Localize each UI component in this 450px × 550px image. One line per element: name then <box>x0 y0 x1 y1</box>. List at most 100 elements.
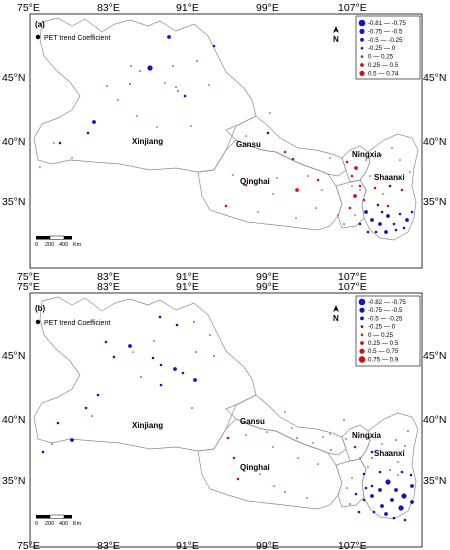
station-marker <box>296 437 298 439</box>
lon-label-top: 83°E <box>97 281 120 293</box>
station-marker <box>284 411 286 413</box>
station-marker <box>317 463 319 465</box>
lon-label-bottom: 75°E <box>17 271 40 283</box>
station-marker <box>392 516 396 520</box>
station-marker <box>399 159 401 161</box>
legend-entries: -0.82 — -0.75-0.75 — -0.5-0.5 — -0.25 -0.… <box>358 298 406 363</box>
station-marker <box>380 210 384 214</box>
svg-text:Km: Km <box>73 521 82 527</box>
station-marker <box>409 473 413 477</box>
legend-label: -0.25 — 0 <box>368 45 396 52</box>
station-marker <box>329 433 331 435</box>
scale-bar: 0 200 400 Km <box>35 235 82 248</box>
legend-symbol <box>360 63 364 67</box>
station-marker <box>175 323 179 327</box>
station-marker <box>322 436 324 438</box>
lon-label-top: 99°E <box>256 2 279 14</box>
station-marker <box>394 228 398 232</box>
station-marker <box>390 498 394 502</box>
station-marker <box>266 131 270 135</box>
station-marker <box>208 84 210 86</box>
province-label-gansu: Gansu <box>240 417 265 426</box>
station-marker <box>407 430 409 432</box>
lat-label-left: 45°N <box>2 350 25 362</box>
legend-label: -0.5 — -0.25 <box>368 315 403 322</box>
station-marker <box>156 126 158 128</box>
lat-label-right: 35°N <box>423 196 446 208</box>
legend-label: -0.75 — -0.5 <box>368 307 403 314</box>
station-marker <box>167 35 171 39</box>
scale-bar: 0 200 400 Km <box>35 514 82 527</box>
station-marker <box>273 485 275 487</box>
legend-label: 0 — 0.25 <box>368 54 394 61</box>
svg-text:400: 400 <box>59 242 68 248</box>
province-label-qinghai: Qinghai <box>240 463 270 472</box>
legend-label: -0.81 — -0.75 <box>368 20 406 27</box>
gansu-south-border <box>335 458 367 508</box>
station-marker <box>371 457 373 459</box>
station-marker <box>373 186 377 190</box>
station-marker <box>370 484 374 488</box>
station-marker <box>384 512 388 516</box>
lon-label-top: 75°E <box>17 2 40 14</box>
station-marker <box>316 178 320 182</box>
province-label-ningxia: Ningxia <box>352 431 381 440</box>
station-marker <box>297 457 299 459</box>
station-marker <box>343 419 345 421</box>
station-marker <box>329 157 331 159</box>
station-marker <box>106 85 108 87</box>
station-marker <box>346 487 348 489</box>
station-marker <box>196 60 198 62</box>
legend-label: 0 — 0.25 <box>368 332 394 339</box>
legend-symbol <box>360 325 364 328</box>
station-marker <box>386 214 390 218</box>
station-marker <box>358 222 362 226</box>
station-marker <box>291 157 295 161</box>
legend-symbol <box>358 298 366 306</box>
station-marker <box>378 488 382 492</box>
legend-label: 0.25 — 0.5 <box>368 62 399 69</box>
lon-label-bottom: 83°E <box>97 271 120 283</box>
station-marker <box>132 351 134 353</box>
lon-label-bottom: 107°E <box>338 271 367 283</box>
legend-label: 0.5 — 0.74 <box>368 70 399 77</box>
station-marker <box>209 334 211 336</box>
station-marker <box>372 510 376 514</box>
lat-label-left: 45°N <box>2 72 25 84</box>
station-marker <box>330 449 332 451</box>
station-marker <box>177 90 179 92</box>
station-marker <box>164 82 166 84</box>
station-marker <box>39 166 41 168</box>
station-marker <box>284 491 286 493</box>
province-label-ningxia: Ningxia <box>352 150 381 159</box>
station-marker <box>306 497 308 499</box>
legend-symbol <box>359 70 365 76</box>
station-marker <box>398 505 404 511</box>
panel-b: 75°E 83°E 91°E 99°E 107°E 75°E 83°E 91°E… <box>2 281 446 550</box>
lon-label-top: 83°E <box>97 2 120 14</box>
panel-label: (b) <box>35 304 46 313</box>
station-marker <box>369 175 371 177</box>
north-arrow-icon: N <box>333 26 339 44</box>
station-marker <box>245 434 247 436</box>
station-marker <box>257 211 259 213</box>
lon-label-top: 99°E <box>256 281 279 293</box>
legend-title: PET trend Coefficient <box>44 35 110 42</box>
station-marker <box>378 470 382 474</box>
station-marker <box>359 457 361 459</box>
station-marker <box>404 445 406 447</box>
station-marker <box>153 340 155 342</box>
svg-text:200: 200 <box>45 521 54 527</box>
station-marker <box>84 406 88 410</box>
legend-symbol <box>358 19 366 27</box>
station-marker <box>140 376 142 378</box>
station-marker <box>266 431 268 433</box>
station-marker <box>283 150 287 154</box>
station-marker <box>147 65 153 71</box>
station-marker <box>269 112 271 114</box>
station-marker <box>400 470 404 474</box>
station-marker <box>272 446 274 448</box>
legend-symbol <box>359 28 365 34</box>
station-marker <box>212 44 216 48</box>
